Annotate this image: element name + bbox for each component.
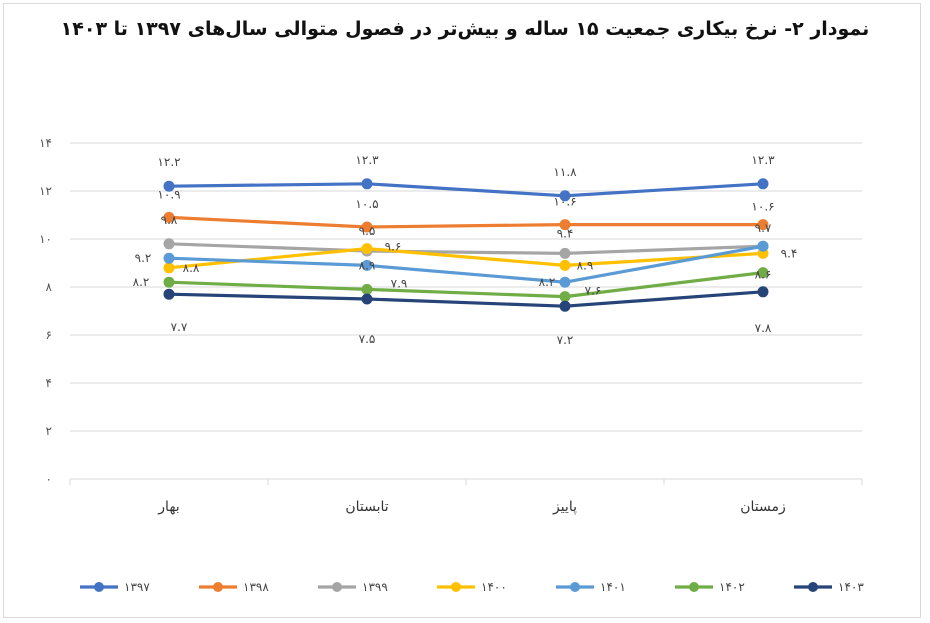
legend-label: ۱۴۰۱ [600, 580, 626, 594]
data-label: ۷.۷ [171, 320, 188, 334]
legend-marker [808, 582, 818, 592]
data-point [757, 240, 769, 252]
legend-label: ۱۴۰۲ [719, 580, 745, 594]
data-point [361, 283, 373, 295]
legend-marker [213, 582, 223, 592]
data-label: ۱۲.۳ [751, 153, 775, 167]
data-point [361, 293, 373, 305]
data-point [163, 262, 175, 274]
legend-label: ۱۳۹۸ [243, 580, 269, 594]
legend-label: ۱۳۹۹ [362, 580, 388, 594]
data-point [163, 288, 175, 300]
data-point [757, 219, 769, 231]
y-tick-label: ۴ [46, 376, 52, 390]
data-point [163, 276, 175, 288]
data-label: ۹.۶ [385, 240, 402, 254]
data-point [361, 259, 373, 271]
data-label: ۹.۸ [161, 213, 178, 227]
data-point [559, 247, 571, 259]
data-label: ۸.۶ [755, 268, 772, 282]
y-tick-label: ۲ [46, 424, 52, 438]
data-point [559, 219, 571, 231]
series-line-5 [167, 271, 765, 299]
legend-marker [451, 582, 461, 592]
data-point [559, 300, 571, 312]
data-label: ۷.۹ [391, 276, 408, 290]
series-line-6 [167, 290, 765, 308]
data-label: ۸.۹ [359, 258, 376, 272]
data-point [163, 180, 175, 192]
y-tick-label: ۸ [46, 280, 53, 294]
data-label: ۱۰.۶ [751, 200, 774, 214]
x-category-label: پاییز [552, 499, 577, 515]
y-tick-label: ۱۴ [39, 136, 52, 150]
data-point [757, 178, 769, 190]
data-label: ۷.۲ [557, 333, 574, 347]
data-label: ۸.۲ [539, 275, 556, 289]
data-point [757, 286, 769, 298]
data-label: ۸.۸ [183, 261, 200, 275]
series-line-0 [167, 182, 765, 198]
data-point [163, 238, 175, 250]
data-label: ۷.۵ [359, 332, 376, 346]
data-label: ۱۰.۶ [553, 195, 576, 209]
chart-frame [3, 3, 921, 618]
series-line-2 [167, 242, 765, 255]
data-label: ۱۲.۲ [157, 155, 180, 169]
data-label: ۹.۲ [135, 251, 152, 265]
legend-label: ۱۴۰۰ [481, 580, 507, 594]
series-line-4 [167, 244, 765, 284]
data-label: ۹.۷ [755, 221, 772, 235]
chart-title: نمودار ۲- نرخ بیکاری جمعیت ۱۵ ساله و بیش… [60, 18, 870, 40]
legend-marker [689, 582, 699, 592]
data-point [361, 221, 373, 233]
legend-label: ۱۳۹۷ [124, 580, 150, 594]
y-tick-label: ۶ [46, 328, 52, 342]
legend-label: ۱۴۰۳ [838, 580, 864, 594]
legend-marker [570, 582, 580, 592]
y-tick-label: ۱۰ [39, 232, 52, 246]
data-label: ۹.۴ [781, 246, 798, 260]
data-label: ۱۲.۳ [355, 153, 379, 167]
x-category-label: زمستان [740, 499, 786, 515]
data-label: ۷.۸ [755, 321, 772, 335]
data-label: ۸.۹ [577, 258, 594, 272]
data-point [559, 291, 571, 303]
y-tick-label: ۰ [46, 472, 52, 486]
y-tick-label: ۱۲ [39, 184, 52, 198]
legend-marker [94, 582, 104, 592]
data-point [163, 252, 175, 264]
series-line-3 [167, 247, 765, 270]
data-label: ۹.۴ [557, 226, 574, 240]
data-point [361, 178, 373, 190]
data-label: ۱۱.۸ [553, 165, 577, 179]
x-category-label: بهار [157, 499, 179, 515]
data-point [757, 267, 769, 279]
data-point [559, 276, 571, 288]
x-category-label: تابستان [345, 499, 388, 515]
data-label: ۸.۲ [133, 275, 150, 289]
data-point [559, 190, 571, 202]
data-point [559, 259, 571, 271]
data-point [361, 243, 373, 255]
legend-marker [332, 582, 342, 592]
data-point [163, 211, 175, 223]
series-line-1 [167, 215, 765, 229]
data-label: ۷.۶ [585, 284, 602, 298]
data-label: ۱۰.۹ [157, 187, 180, 201]
data-label: ۹.۵ [359, 224, 376, 238]
data-label: ۱۰.۵ [355, 197, 378, 211]
